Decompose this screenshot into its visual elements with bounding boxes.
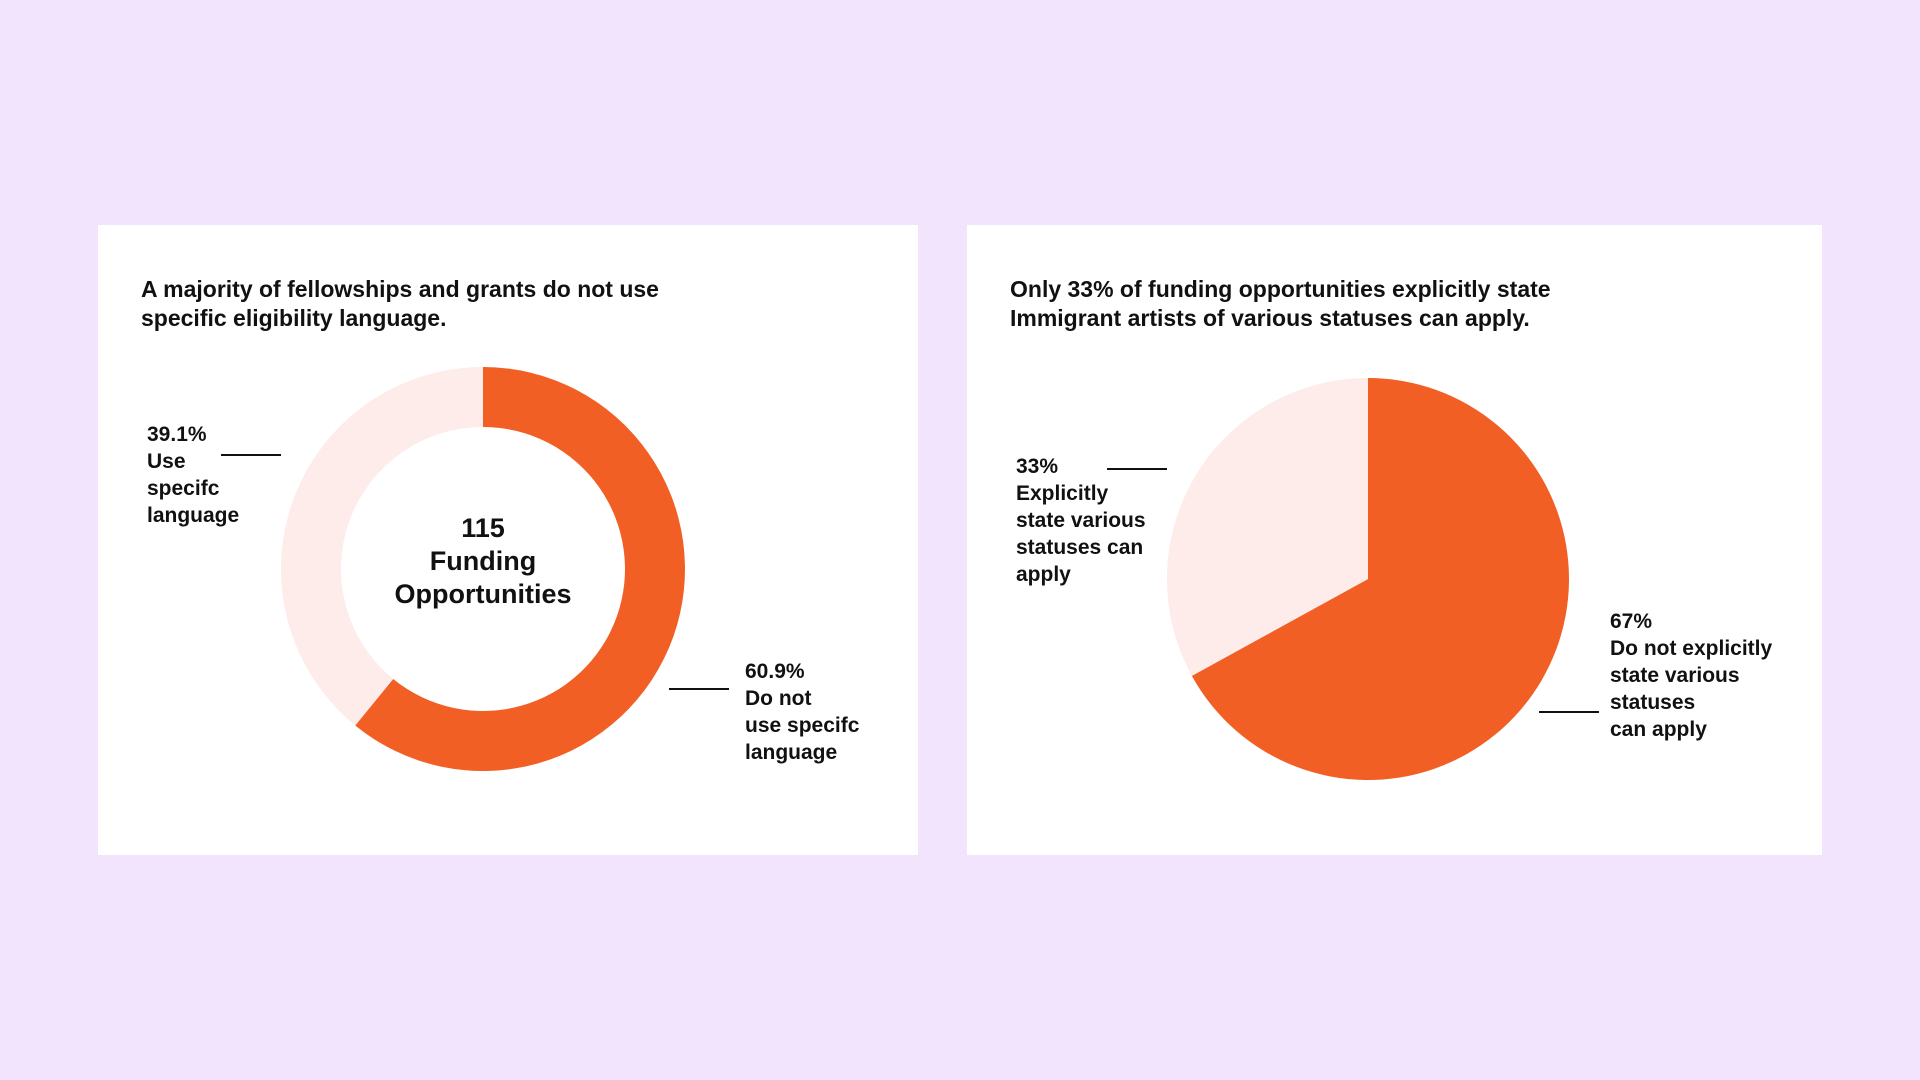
slice-label-line: Do not explicitly bbox=[1610, 637, 1773, 660]
donut-chart: 115 Funding Opportunities bbox=[281, 367, 685, 771]
slice-label-line: Use bbox=[147, 450, 186, 473]
chart-title: Only 33% of funding opportunities explic… bbox=[1010, 275, 1650, 333]
leader-line-specific bbox=[221, 454, 281, 456]
slice-label-line: language bbox=[745, 741, 838, 764]
slice-label-percent: 33% bbox=[1016, 455, 1059, 478]
donut-slice-not-specific bbox=[355, 367, 685, 771]
chart-card-immigrant-status: Only 33% of funding opportunities explic… bbox=[967, 225, 1822, 855]
leader-line-explicit bbox=[1107, 468, 1167, 470]
donut-slice-specific bbox=[281, 367, 483, 726]
slice-label-line: language bbox=[147, 504, 240, 527]
slice-label-line: Do not bbox=[745, 687, 812, 710]
donut-center-label-line2: Opportunities bbox=[395, 579, 572, 609]
donut-center-count: 115 bbox=[461, 513, 505, 543]
chart-title-line: specific eligibility language. bbox=[141, 305, 447, 331]
chart-title-line: Only 33% of funding opportunities explic… bbox=[1010, 276, 1551, 302]
slice-label-not-explicit: 67% Do not explicitly state various stat… bbox=[1610, 608, 1772, 743]
slice-label-line: specifc bbox=[147, 477, 220, 500]
slice-label-line: statuses can bbox=[1016, 536, 1144, 559]
leader-line-not-specific bbox=[669, 688, 729, 690]
chart-title: A majority of fellowships and grants do … bbox=[141, 275, 781, 333]
slice-label-line: apply bbox=[1016, 563, 1071, 586]
pie-slice-explicit bbox=[1167, 378, 1368, 676]
pie-slice-not-explicit bbox=[1191, 378, 1569, 780]
slice-label-line: state various bbox=[1610, 664, 1740, 687]
slice-label-line: can apply bbox=[1610, 718, 1707, 741]
slice-label-percent: 39.1% bbox=[147, 423, 207, 446]
slice-label-line: Explicitly bbox=[1016, 482, 1109, 505]
slice-label-line: state various bbox=[1016, 509, 1146, 532]
chart-title-line: A majority of fellowships and grants do … bbox=[141, 276, 659, 302]
slice-label-specific: 39.1% Use specifc language bbox=[147, 421, 239, 529]
slice-label-percent: 60.9% bbox=[745, 660, 805, 683]
chart-title-line: Immigrant artists of various statuses ca… bbox=[1010, 305, 1530, 331]
chart-card-funding-language: A majority of fellowships and grants do … bbox=[98, 225, 918, 855]
slice-label-line: statuses bbox=[1610, 691, 1696, 714]
leader-line-not-explicit bbox=[1539, 711, 1599, 713]
donut-center-label-line1: Funding bbox=[430, 546, 536, 576]
slice-label-explicit: 33% Explicitly state various statuses ca… bbox=[1016, 453, 1146, 588]
slice-label-not-specific: 60.9% Do not use specifc language bbox=[745, 658, 859, 766]
slice-label-line: use specifc bbox=[745, 714, 860, 737]
pie-chart bbox=[1167, 378, 1569, 780]
slice-label-percent: 67% bbox=[1610, 610, 1653, 633]
